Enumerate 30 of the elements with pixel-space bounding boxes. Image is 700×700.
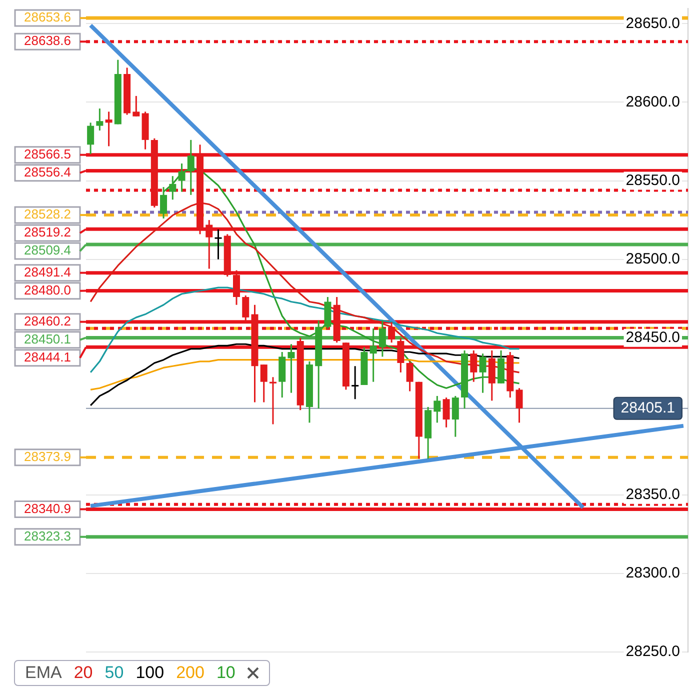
ref-line-label: 28444.1 [24,349,72,364]
ref-line-label: 28653.6 [24,10,72,25]
ref-line-label: 28509.4 [24,242,72,258]
y-tick-label: 28250.0 [626,643,680,660]
text: 20 [74,663,93,683]
ref-line-label: 28460.2 [24,313,72,328]
text: 100 [136,663,164,683]
text: 50 [104,663,124,683]
ref-line-label: 28566.5 [24,146,72,162]
ref-line-label: 28480.0 [24,282,72,298]
y-tick-label: 28450.0 [626,328,680,346]
ref-line-label: 28491.4 [24,264,72,280]
y-tick-label: 28350.0 [626,486,680,504]
text: 10 [216,663,236,683]
ref-line-label: 28638.6 [24,33,72,48]
ref-line-label: 28556.4 [24,164,72,180]
y-tick-label: 28550.0 [626,172,680,189]
ref-line-label: 28405.1 [620,400,676,417]
y-tick-label: 28300.0 [626,564,680,582]
y-tick-label: 28600.0 [626,93,680,110]
ref-line-label: 28519.2 [24,224,72,240]
ref-line-label: 28450.1 [24,331,72,346]
ref-line-label: 28323.3 [24,528,72,544]
text: 200 [176,663,204,683]
ref-line-label: 28340.9 [24,500,72,516]
y-tick-label: 28500.0 [626,250,680,268]
legend-title: EMA [25,663,62,683]
ref-line-label: 28528.2 [24,206,72,222]
ref-line-label: 28373.9 [24,448,72,464]
y-tick-label: 28650.0 [626,14,680,32]
